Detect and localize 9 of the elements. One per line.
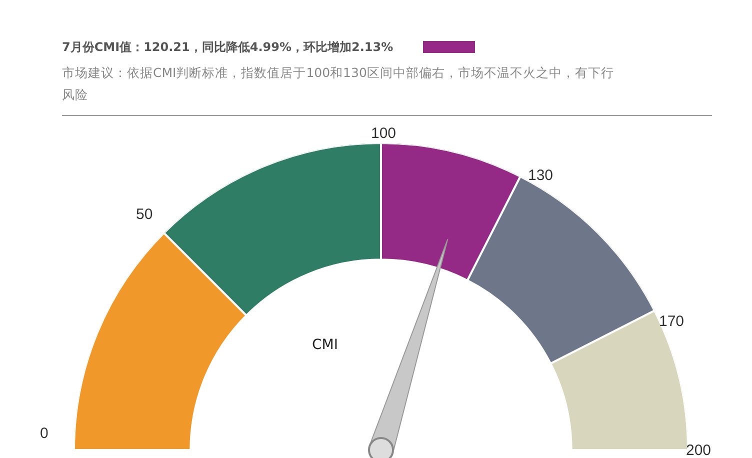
slice-label: 170	[659, 313, 684, 330]
chart-subtitle: 市场建议：依据CMI判断标准，指数值居于100和130区间中部偏右，市场不温不火之中，有下行风险	[62, 64, 615, 104]
text: CMI	[312, 337, 338, 353]
slice-label: 0	[40, 425, 48, 442]
slice-label: 130	[528, 167, 554, 184]
slice-label: 100	[371, 125, 396, 142]
text: 200	[686, 442, 712, 458]
chart-title: 7月份CMI值：120.21，同比降低4.99%，环比增加2.13%	[62, 39, 394, 56]
slice-label: 50	[136, 206, 153, 223]
